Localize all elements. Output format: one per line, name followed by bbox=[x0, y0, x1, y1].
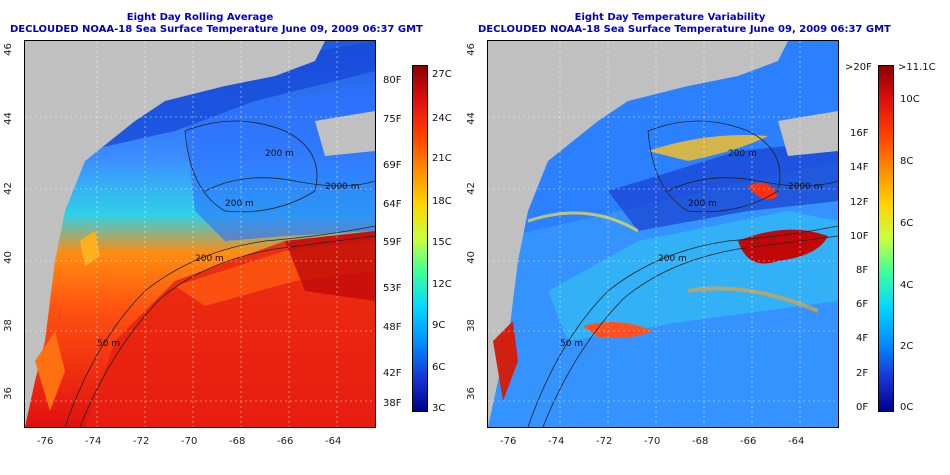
colorbar-c-label: 0C bbox=[900, 402, 914, 413]
hot-spot bbox=[583, 322, 653, 339]
colorbar-f-label: 0F bbox=[856, 402, 869, 413]
contour-label: 200 m bbox=[728, 149, 757, 159]
lon-tick: -66 bbox=[277, 436, 294, 447]
contour-label: 200 m bbox=[265, 149, 294, 159]
colorbar-f-label: 2F bbox=[856, 368, 869, 379]
colorbar-f-label: >20F bbox=[845, 62, 872, 73]
lat-tick: 36 bbox=[2, 387, 14, 400]
colorbar-c-label: 12C bbox=[432, 279, 452, 290]
lon-tick: -66 bbox=[740, 436, 757, 447]
lon-tick: -70 bbox=[644, 436, 661, 447]
colorbar-c-label: 18C bbox=[432, 196, 452, 207]
lat-tick: 42 bbox=[2, 182, 14, 195]
colorbar-f-label: 16F bbox=[850, 128, 869, 139]
lon-tick: -74 bbox=[85, 436, 102, 447]
colorbar-f-label: 48F bbox=[383, 322, 402, 333]
left-subtitle: DECLOUDED NOAA-18 Sea Surface Temperatur… bbox=[10, 24, 423, 35]
lat-tick: 40 bbox=[465, 251, 477, 264]
lat-tick: 46 bbox=[2, 43, 14, 56]
land bbox=[25, 41, 325, 427]
colorbar-c-label: 6C bbox=[900, 218, 914, 229]
lat-tick: 38 bbox=[2, 319, 14, 332]
land bbox=[488, 41, 788, 427]
lon-tick: -72 bbox=[596, 436, 613, 447]
colorbar-c-label: 8C bbox=[900, 156, 914, 167]
colorbar-c-label: 10C bbox=[900, 94, 920, 105]
colorbar-c-label: 24C bbox=[432, 113, 452, 124]
colorbar-c-label: 27C bbox=[432, 69, 452, 80]
lat-tick: 44 bbox=[2, 112, 14, 125]
colorbar-c-label: 21C bbox=[432, 153, 452, 164]
right-title: Eight Day Temperature Variability bbox=[574, 12, 766, 23]
left-title: Eight Day Rolling Average bbox=[126, 12, 274, 23]
right-map: 200 m 2000 m 200 m 200 m 50 m bbox=[487, 40, 839, 428]
lat-tick: 38 bbox=[465, 319, 477, 332]
contour-label: 200 m bbox=[195, 254, 224, 264]
lat-tick: 36 bbox=[465, 387, 477, 400]
left-map-svg: 200 m 2000 m 200 m 200 m 50 m bbox=[25, 41, 375, 427]
lon-tick: -64 bbox=[788, 436, 805, 447]
lon-tick: -76 bbox=[500, 436, 517, 447]
colorbar-f-label: 69F bbox=[383, 160, 402, 171]
colorbar-f-label: 42F bbox=[383, 368, 402, 379]
colorbar-f-label: 8F bbox=[856, 265, 869, 276]
contour-label: 50 m bbox=[560, 339, 583, 349]
lon-tick: -70 bbox=[181, 436, 198, 447]
contour-label: 2000 m bbox=[788, 182, 823, 192]
colorbar-c-label: >11.1C bbox=[898, 62, 936, 73]
right-colorbar bbox=[878, 65, 894, 412]
left-colorbar bbox=[412, 65, 428, 412]
lat-tick: 46 bbox=[465, 43, 477, 56]
colorbar-c-label: 2C bbox=[900, 341, 914, 352]
colorbar-f-label: 4F bbox=[856, 333, 869, 344]
contour-label: 200 m bbox=[225, 199, 254, 209]
colorbar-f-label: 80F bbox=[383, 75, 402, 86]
colorbar-f-label: 53F bbox=[383, 283, 402, 294]
colorbar-c-label: 4C bbox=[900, 280, 914, 291]
lon-tick: -74 bbox=[548, 436, 565, 447]
lon-tick: -76 bbox=[37, 436, 54, 447]
colorbar-f-label: 75F bbox=[383, 114, 402, 125]
lat-tick: 40 bbox=[2, 251, 14, 264]
colorbar-f-label: 59F bbox=[383, 237, 402, 248]
lon-tick: -72 bbox=[133, 436, 150, 447]
contour-label: 200 m bbox=[688, 199, 717, 209]
colorbar-f-label: 14F bbox=[850, 162, 869, 173]
right-map-svg: 200 m 2000 m 200 m 200 m 50 m bbox=[488, 41, 838, 427]
lon-tick: -64 bbox=[325, 436, 342, 447]
lat-tick: 42 bbox=[465, 182, 477, 195]
left-map: 200 m 2000 m 200 m 200 m 50 m bbox=[24, 40, 376, 428]
colorbar-f-label: 12F bbox=[850, 197, 869, 208]
colorbar-f-label: 38F bbox=[383, 398, 402, 409]
lon-tick: -68 bbox=[692, 436, 709, 447]
colorbar-c-label: 3C bbox=[432, 403, 446, 414]
lat-tick: 44 bbox=[465, 112, 477, 125]
colorbar-c-label: 6C bbox=[432, 362, 446, 373]
colorbar-f-label: 6F bbox=[856, 299, 869, 310]
contour-label: 2000 m bbox=[325, 182, 360, 192]
contour-label: 50 m bbox=[97, 339, 120, 349]
right-subtitle: DECLOUDED NOAA-18 Sea Surface Temperatur… bbox=[478, 24, 891, 35]
colorbar-f-label: 10F bbox=[850, 231, 869, 242]
contour-label: 200 m bbox=[658, 254, 687, 264]
colorbar-c-label: 15C bbox=[432, 237, 452, 248]
colorbar-f-label: 64F bbox=[383, 199, 402, 210]
colorbar-c-label: 9C bbox=[432, 320, 446, 331]
lon-tick: -68 bbox=[229, 436, 246, 447]
